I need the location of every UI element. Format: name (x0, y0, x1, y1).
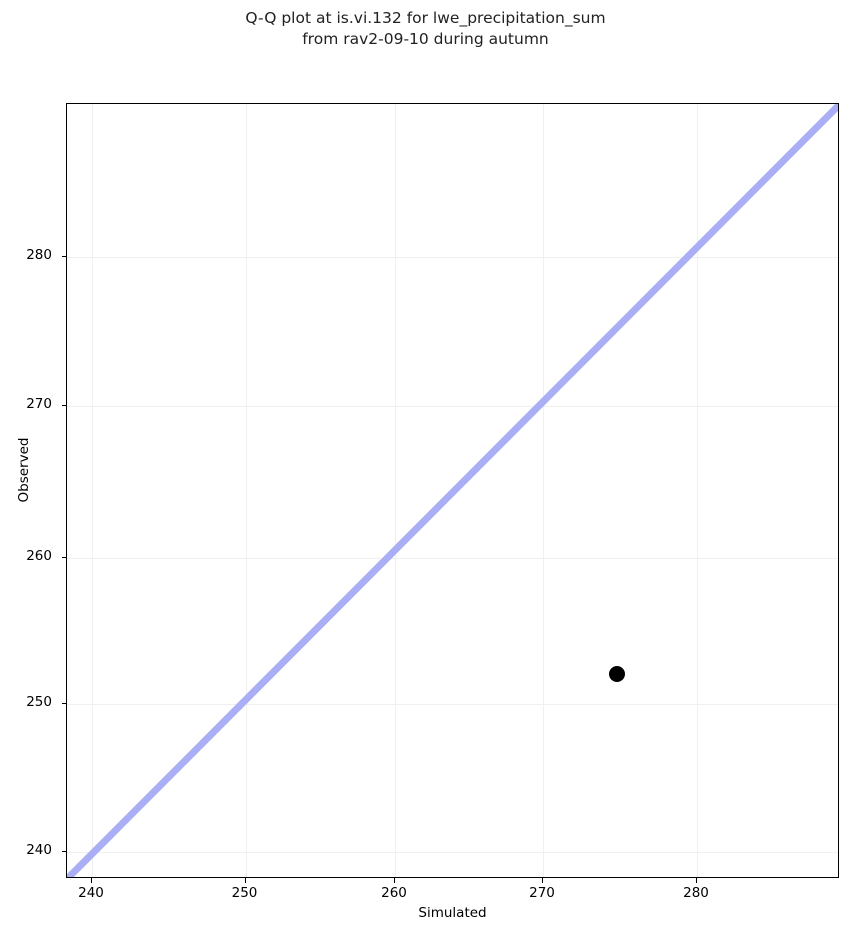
gridline-x-280 (697, 104, 699, 877)
plot-area (66, 103, 839, 878)
tick-mark-y-280 (61, 256, 66, 258)
tick-mark-y-270 (61, 405, 66, 407)
tick-mark-x-260 (394, 878, 396, 883)
tick-label-y-250: 250 (26, 694, 52, 710)
tick-label-x-270: 270 (529, 885, 555, 901)
tick-mark-x-280 (696, 878, 698, 883)
gridline-x-270 (543, 104, 545, 877)
tick-mark-x-270 (542, 878, 544, 883)
tick-label-x-280: 280 (683, 885, 709, 901)
gridline-y-260 (67, 558, 838, 560)
tick-mark-x-240 (91, 878, 93, 883)
tick-mark-y-250 (61, 703, 66, 705)
tick-mark-x-250 (244, 878, 246, 883)
tick-label-x-260: 260 (381, 885, 407, 901)
x-axis-label: Simulated (418, 905, 487, 921)
tick-label-y-280: 280 (26, 247, 52, 263)
tick-mark-y-240 (61, 851, 66, 853)
tick-label-y-270: 270 (26, 396, 52, 412)
gridline-y-250 (67, 704, 838, 706)
tick-mark-y-260 (61, 557, 66, 559)
gridline-y-270 (67, 406, 838, 408)
gridline-y-280 (67, 257, 838, 259)
y-axis-label: Observed (16, 437, 32, 503)
tick-label-y-240: 240 (26, 842, 52, 858)
data-point (609, 666, 625, 682)
chart-title: Q-Q plot at is.vi.132 for lwe_precipitat… (245, 9, 606, 48)
gridline-x-260 (395, 104, 397, 877)
gridline-y-240 (67, 852, 838, 854)
tick-label-y-260: 260 (26, 548, 52, 564)
tick-label-x-240: 240 (78, 885, 104, 901)
gridline-x-250 (245, 104, 247, 877)
one-to-one-reference-line (67, 104, 838, 877)
gridline-x-240 (92, 104, 94, 877)
tick-label-x-250: 250 (231, 885, 258, 901)
